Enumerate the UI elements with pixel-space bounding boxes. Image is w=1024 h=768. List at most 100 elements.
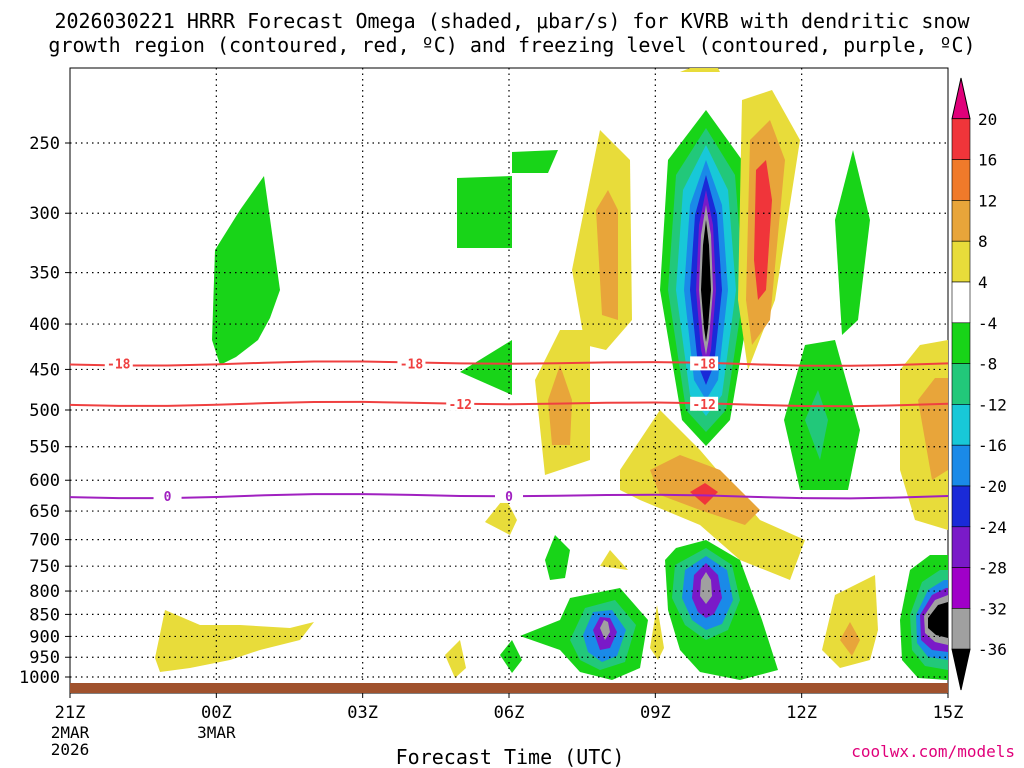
dgz-minus18-label-bg xyxy=(397,356,426,371)
freezing-level-label: 0 xyxy=(505,490,513,505)
y-tick-label-450: 450 xyxy=(29,360,60,380)
dgz-minus18-label: -18 xyxy=(692,357,716,372)
omega-blob-green-upperleft xyxy=(212,176,280,365)
x-tick-label-00Z: 00Z xyxy=(201,703,232,723)
colorbar-segment xyxy=(951,200,971,242)
chart-title-line-2: growth region (contoured, red, ºC) and f… xyxy=(48,33,975,57)
dgz-minus12-label-bg xyxy=(690,396,719,411)
dgz-minus18-label: -18 xyxy=(400,357,424,372)
colorbar-segment xyxy=(951,444,971,487)
colorbar-label-4: 4 xyxy=(978,273,988,292)
colorbar-label-16: 16 xyxy=(978,151,997,170)
omega-blob-green-13z xyxy=(835,150,870,335)
y-tick-label-500: 500 xyxy=(29,401,60,421)
x-axis-title: Forecast Time (UTC) xyxy=(396,745,625,768)
colorbar-label--24: -24 xyxy=(978,518,1007,537)
freezing-level-label-bg xyxy=(153,488,182,503)
omega-blob-yellow-streak xyxy=(650,605,664,660)
colorbar-label-20: 20 xyxy=(978,110,997,129)
omega-blob-green-small xyxy=(512,150,558,173)
ground-strip xyxy=(70,683,948,693)
omega-blob-orange-midlower xyxy=(548,365,572,445)
chart-title-line-1: 2026030221 HRRR Forecast Omega (shaded, … xyxy=(54,9,970,33)
omega-blob-orange-lowerright xyxy=(840,622,860,656)
y-tick-label-650: 650 xyxy=(29,502,60,522)
colorbar: 20 16 12 8 4 -4 -8 -12 -16 -20 -24 -28 -32 -36 xyxy=(951,77,1007,691)
x-tick-label-06Z: 06Z xyxy=(494,703,525,723)
colorbar-label-12: 12 xyxy=(978,191,997,210)
omega-blob-yellow-top xyxy=(680,68,720,72)
y-tick-label-850: 850 xyxy=(29,605,60,625)
dgz-minus12-line xyxy=(69,400,949,408)
y-tick-label-800: 800 xyxy=(29,582,60,602)
colorbar-label--32: -32 xyxy=(978,599,1007,618)
omega-edge-black xyxy=(928,602,948,638)
y-tick-label-950: 950 xyxy=(29,648,60,668)
y-tick-label-300: 300 xyxy=(29,204,60,224)
x-sublabel-21Z-1: 2026 xyxy=(51,740,90,759)
x-tick-label-03Z: 03Z xyxy=(347,703,378,723)
dgz-minus18-line xyxy=(69,360,949,367)
freezing-level-label: 0 xyxy=(164,490,172,505)
omega-blob-green-ground-06z xyxy=(500,640,522,673)
y-tick-label-1000: 1000 xyxy=(19,668,60,688)
omega-blob-yellow-ground-05z xyxy=(445,640,466,678)
colorbar-segment xyxy=(951,322,971,364)
colorbar-segment xyxy=(951,118,971,160)
colorbar-label--28: -28 xyxy=(978,559,1007,578)
colorbar-segment xyxy=(951,281,971,324)
y-tick-label-550: 550 xyxy=(29,438,60,458)
omega-blob-yellow-lowerright xyxy=(822,575,878,668)
y-axis-ticks: 2503003504004505005506006507007508008509… xyxy=(19,134,70,688)
colorbar-label--20: -20 xyxy=(978,477,1007,496)
omega-blob-green-mid xyxy=(457,176,512,248)
omega-low-grey-08z xyxy=(600,620,610,640)
dgz-minus12-label: -12 xyxy=(448,398,471,413)
omega-blob-green-small-07z xyxy=(545,535,570,580)
colorbar-segment xyxy=(951,485,971,528)
omega-blob-teal-12z xyxy=(805,390,828,460)
colorbar-label--4: -4 xyxy=(978,314,997,333)
colorbar-segment xyxy=(951,363,971,405)
dgz-minus18-label: -18 xyxy=(107,357,131,372)
credit-text: coolwx.com/models xyxy=(851,742,1015,761)
y-tick-label-250: 250 xyxy=(29,134,60,154)
colorbar-segment xyxy=(951,159,971,201)
omega-blob-yellow-tiny xyxy=(600,550,628,570)
omega-core-black xyxy=(701,220,711,342)
omega-blob-red-right xyxy=(754,160,772,300)
y-tick-label-400: 400 xyxy=(29,315,60,335)
gridlines xyxy=(70,68,948,693)
dgz-minus12-label: -12 xyxy=(692,398,715,413)
y-tick-label-750: 750 xyxy=(29,557,60,577)
x-sublabel-21Z-0: 2MAR xyxy=(51,723,90,742)
x-tick-label-09Z: 09Z xyxy=(640,703,671,723)
temperature-contours: -18 -18 -18 -12 -12 0 0 xyxy=(69,356,949,505)
colorbar-segment xyxy=(951,567,971,609)
omega-blob-yellow-lowerleft xyxy=(155,610,314,672)
colorbar-label--12: -12 xyxy=(978,395,1007,414)
colorbar-label--16: -16 xyxy=(978,436,1007,455)
y-tick-label-350: 350 xyxy=(29,264,60,284)
x-sublabel-00Z-0: 3MAR xyxy=(197,723,236,742)
dgz-minus18-label-bg xyxy=(104,356,133,371)
y-tick-label-600: 600 xyxy=(29,471,60,491)
colorbar-segment xyxy=(951,240,971,283)
y-tick-label-700: 700 xyxy=(29,531,60,551)
freezing-level-label-bg xyxy=(495,488,523,503)
colorbar-segment xyxy=(951,526,971,568)
dgz-minus12-label-bg xyxy=(446,396,475,411)
colorbar-label--8: -8 xyxy=(978,355,997,374)
colorbar-segment xyxy=(951,404,971,446)
omega-blob-green-wedge xyxy=(460,340,512,395)
colorbar-arrow-top xyxy=(951,77,971,120)
omega-low-grey-10z xyxy=(700,572,712,604)
y-tick-label-900: 900 xyxy=(29,627,60,647)
colorbar-label--36: -36 xyxy=(978,640,1007,659)
omega-blob-red-mid xyxy=(690,483,718,505)
colorbar-segment xyxy=(951,608,971,650)
dgz-minus18-label-bg xyxy=(690,356,719,371)
colorbar-arrow-bottom xyxy=(951,648,971,691)
